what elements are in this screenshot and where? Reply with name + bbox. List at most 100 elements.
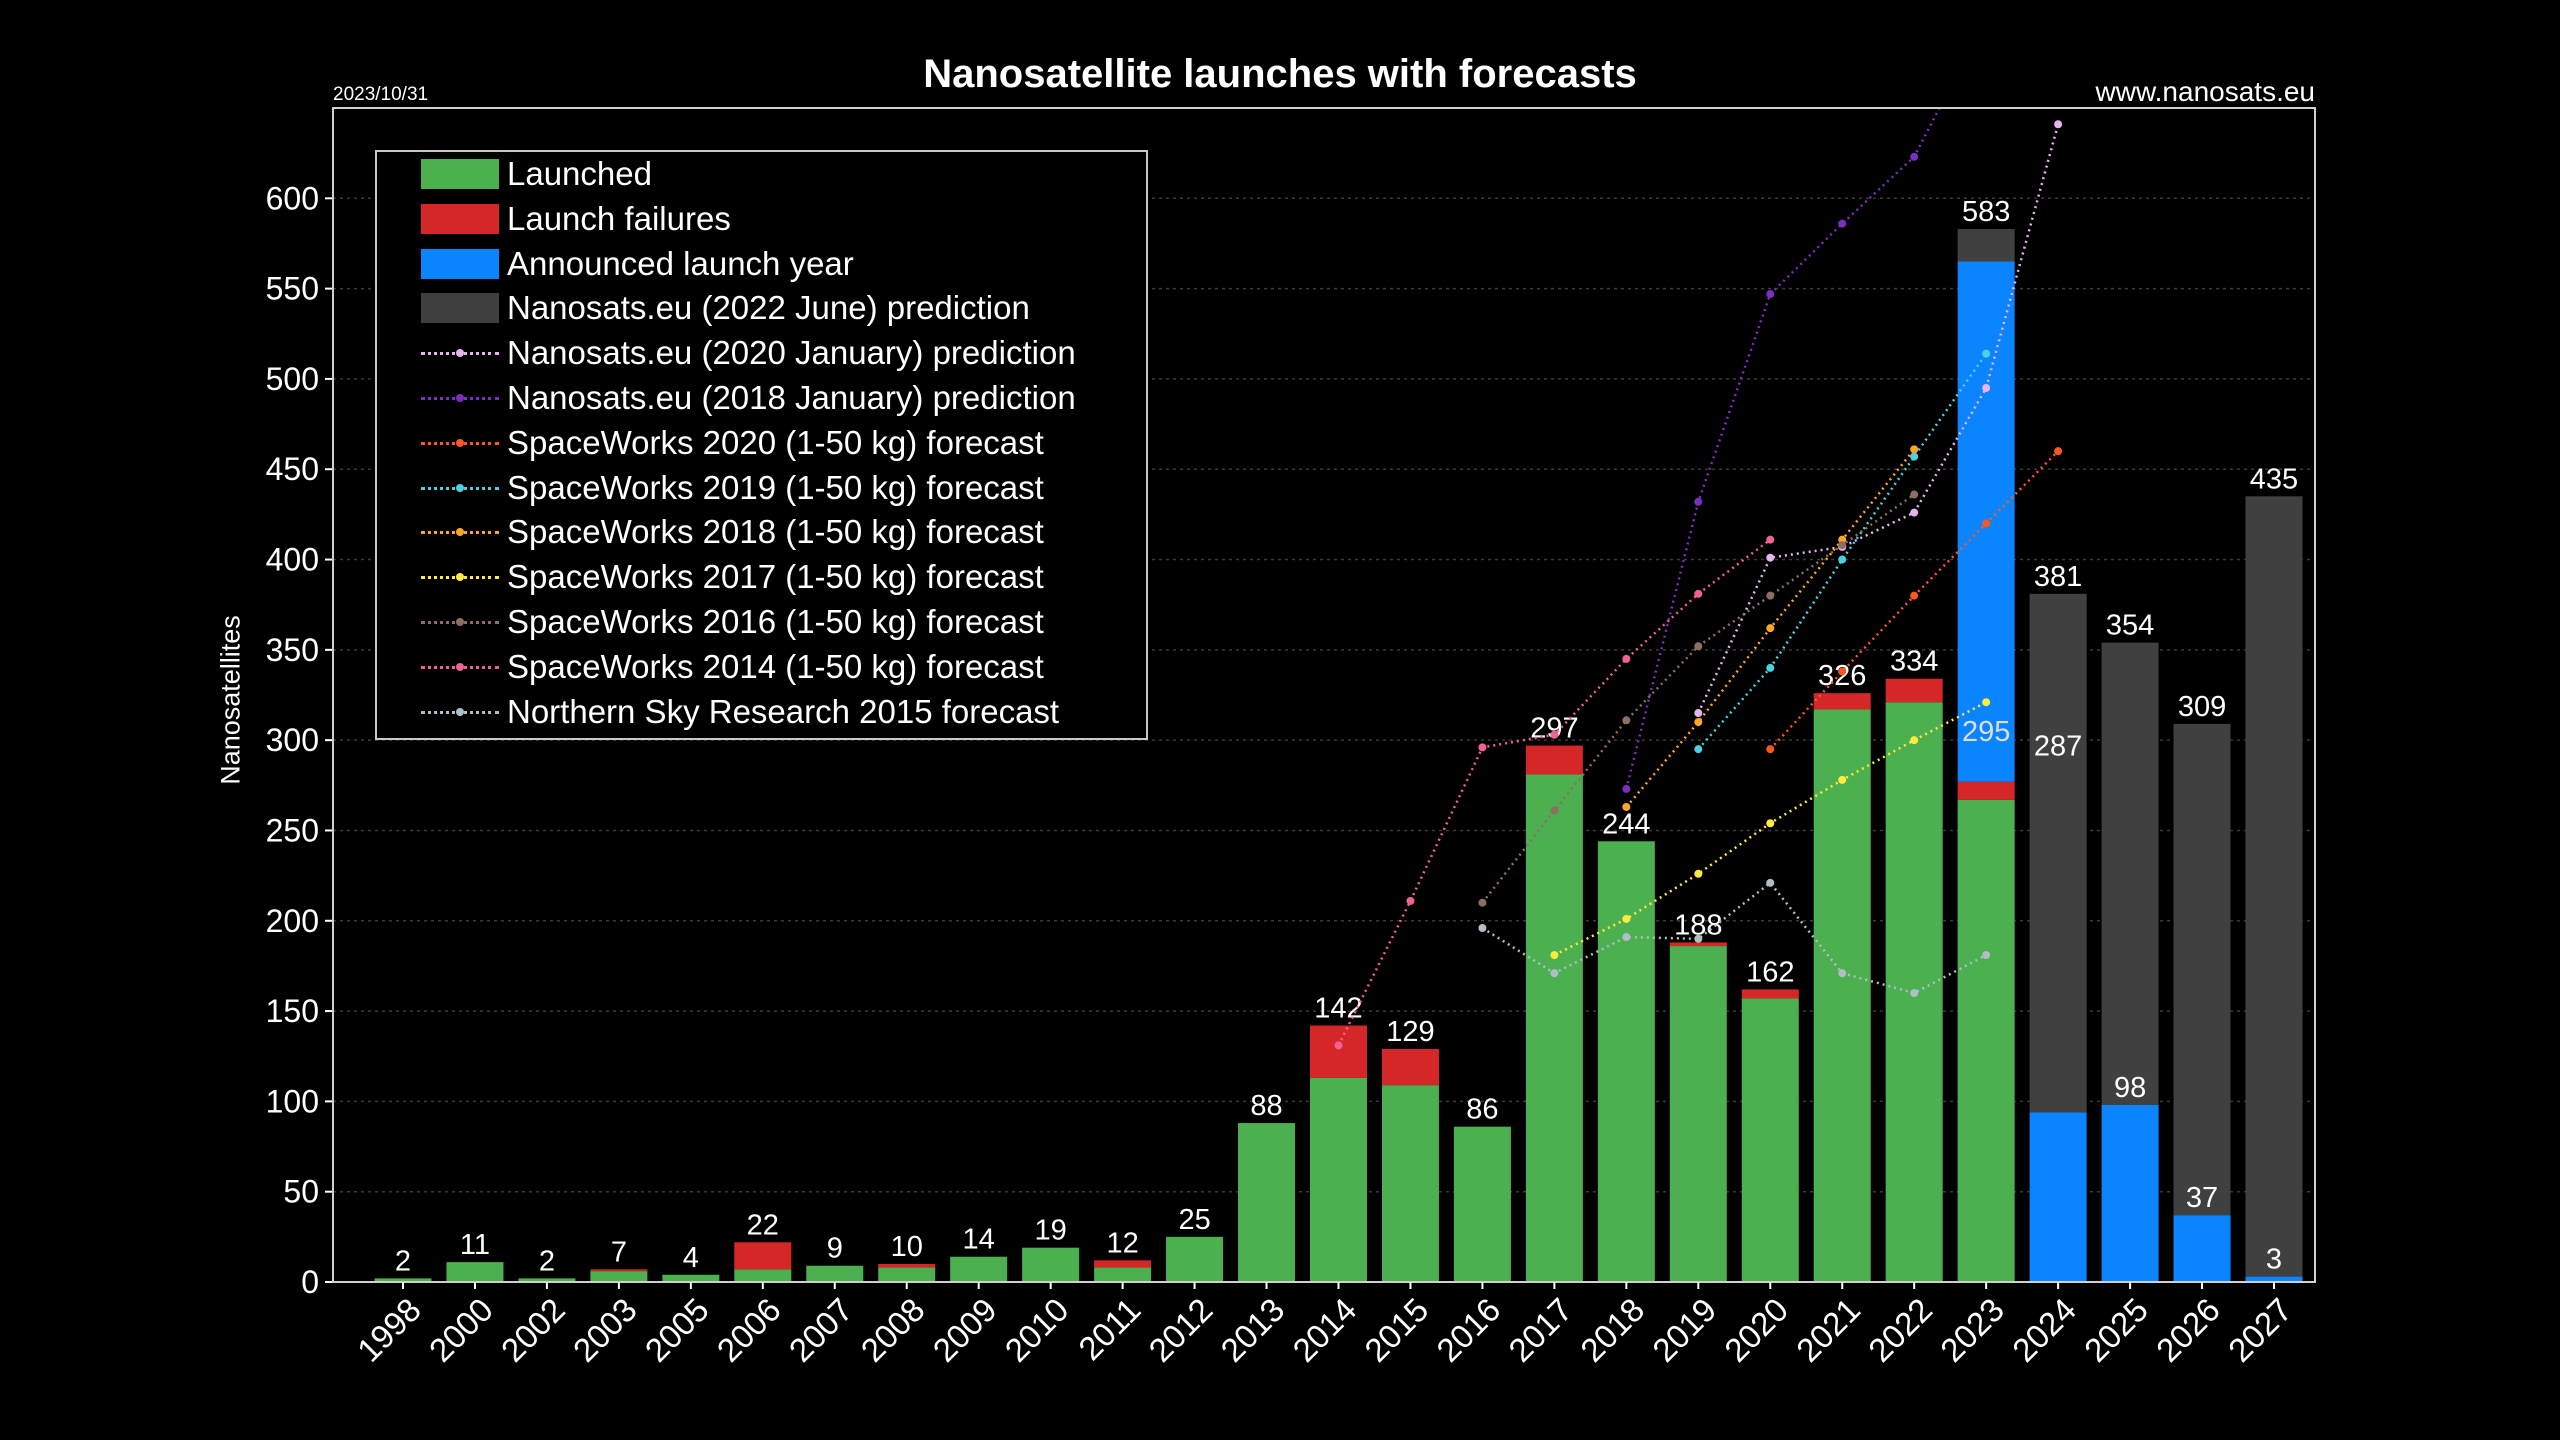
forecast-point (1766, 663, 1775, 672)
legend-swatch (421, 159, 499, 189)
bar-launched (806, 1265, 864, 1282)
forecast-point (1910, 445, 1919, 454)
bar-launch-failures (1525, 745, 1583, 775)
bar-total-label: 2 (395, 1245, 411, 1277)
x-tick-label: 2021 (1789, 1291, 1867, 1369)
legend-item: Launched (421, 155, 652, 192)
bar-nanosats-eu-2022-june-prediction (1957, 229, 2015, 262)
bar-launch-failures (1741, 989, 1799, 999)
bar-launched (1238, 1123, 1296, 1282)
forecast-point (1550, 730, 1559, 739)
legend-line-marker (421, 560, 499, 594)
forecast-point (1766, 290, 1775, 299)
bar-launched (878, 1267, 936, 1282)
bar-launch-failures (734, 1242, 792, 1270)
bar-inner-label: 98 (2114, 1072, 2146, 1104)
bar-total-label: 297 (1530, 713, 1578, 745)
forecast-point (1766, 745, 1775, 754)
bar-launched (446, 1262, 504, 1282)
bar-inner-label: 295 (1962, 716, 2010, 748)
bar-total-label: 129 (1386, 1016, 1434, 1048)
x-tick-label: 2027 (2221, 1291, 2299, 1369)
y-axis-label: Nanosatellites (215, 615, 246, 785)
bar-total-label: 14 (963, 1224, 995, 1256)
bar-launch-failures (1813, 693, 1871, 710)
forecast-point (1982, 383, 1991, 392)
y-tick-label: 200 (266, 903, 319, 939)
bar-total-label: 12 (1106, 1227, 1138, 1259)
forecast-point (1622, 716, 1631, 725)
plot-frame (332, 107, 2316, 1283)
bar-launch-failures (1310, 1025, 1367, 1078)
bar-total-label: 381 (2034, 561, 2082, 593)
bar-inner-label: 3 (2266, 1244, 2282, 1276)
forecast-point (1982, 951, 1991, 960)
legend-line-marker (421, 695, 499, 729)
bar-nanosats-eu-2022-june-prediction (2101, 642, 2159, 1105)
bar-total-label: 9 (827, 1233, 843, 1265)
forecast-point (1622, 654, 1631, 663)
legend-swatch (421, 293, 499, 324)
forecast-point (1766, 591, 1775, 600)
forecast-point (1910, 736, 1919, 745)
bar-launched (1381, 1085, 1439, 1282)
bar-total-label: 326 (1818, 660, 1866, 692)
forecast-line (1697, 123, 2060, 714)
y-tick-label: 50 (283, 1174, 319, 1210)
forecast-point (1838, 555, 1847, 564)
source-website: www.nanosats.eu (2095, 76, 2315, 107)
bar-launch-failures (1669, 942, 1727, 947)
forecast-point (1982, 698, 1991, 707)
bar-launched (734, 1269, 792, 1282)
forecast-point (1838, 969, 1847, 978)
y-tick-label: 300 (266, 722, 319, 758)
y-tick-label: 350 (266, 632, 319, 668)
bar-total-label: 354 (2106, 610, 2154, 642)
bar-launched (662, 1274, 720, 1282)
forecast-series (1766, 447, 2063, 754)
y-tick-label: 150 (266, 993, 319, 1029)
forecast-series (1334, 535, 1775, 1050)
forecast-point (1478, 898, 1487, 907)
forecast-point (1694, 869, 1703, 878)
forecast-point (1838, 219, 1847, 228)
bar-launched (1669, 946, 1727, 1282)
x-tick-label: 2013 (1213, 1291, 1291, 1369)
forecast-point (1406, 896, 1415, 905)
forecast-series (1622, 108, 1941, 793)
bar-total-label: 583 (1962, 196, 2010, 228)
x-tick-label: 2024 (2005, 1291, 2083, 1369)
bar-launched (374, 1278, 432, 1282)
legend-label: Nanosats.eu (2022 June) prediction (507, 289, 1030, 327)
bar-total-label: 11 (460, 1229, 490, 1261)
bar-launched (1022, 1247, 1080, 1282)
legend-line-marker (421, 650, 499, 684)
forecast-series (1694, 120, 2063, 718)
bar-launched (518, 1278, 576, 1282)
legend-label: Launched (507, 155, 652, 192)
x-tick-label: 2008 (854, 1291, 932, 1369)
bar-launched (1310, 1077, 1367, 1282)
bar-total-label: 309 (2178, 691, 2226, 723)
forecast-line (1625, 108, 1941, 790)
bar-nanosats-eu-2022-june-prediction (2245, 496, 2303, 1277)
bar-launched (590, 1271, 648, 1282)
bar-announced-launch-year (2173, 1215, 2231, 1282)
legend-label: SpaceWorks 2014 (1-50 kg) forecast (507, 647, 1044, 685)
legend-item: SpaceWorks 2019 (1-50 kg) forecast (421, 469, 1044, 506)
forecast-point (1550, 806, 1559, 815)
forecast-point (1622, 802, 1631, 811)
forecast-point (1694, 642, 1703, 651)
legend-item: SpaceWorks 2018 (1-50 kg) forecast (421, 513, 1044, 550)
x-tick-label: 1998 (350, 1291, 428, 1369)
y-tick-label: 400 (266, 542, 319, 578)
legend-swatch (421, 203, 499, 234)
bar-launched (1094, 1267, 1152, 1282)
bar-nanosats-eu-2022-june-prediction (2173, 723, 2231, 1216)
forecast-point (1694, 745, 1703, 754)
forecast-series (1478, 490, 1919, 907)
forecast-point (1838, 541, 1847, 550)
x-tick-label: 2012 (1141, 1291, 1219, 1369)
forecast-point (2054, 120, 2063, 129)
